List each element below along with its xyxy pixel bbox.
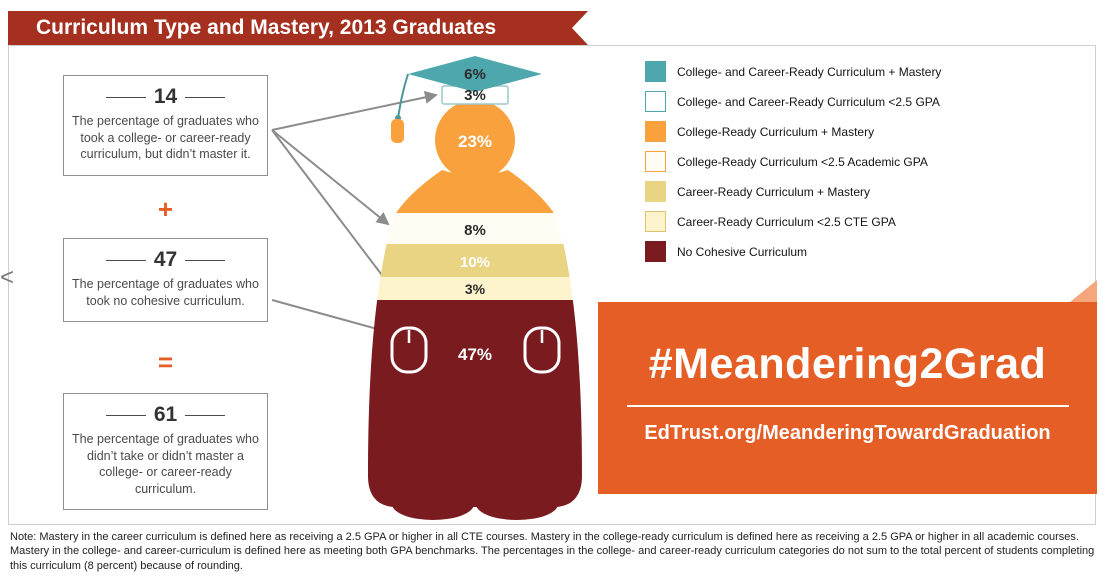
segment-label-college-band: 8% <box>464 222 486 239</box>
number-rule-right <box>185 414 226 416</box>
stat-number: 14 <box>153 85 178 108</box>
arrow-to-body <box>271 299 390 336</box>
segment-label-cap-band: 3% <box>464 87 486 104</box>
legend-label: College- and Career-Ready Curriculum + M… <box>677 64 942 79</box>
stat-box-not-mastered: 14 The percentage of graduates who took … <box>63 75 268 176</box>
page-title: Curriculum Type and Mastery, 2013 Gradua… <box>36 16 497 39</box>
legend-label: College-Ready Curriculum + Mastery <box>677 124 875 139</box>
number-rule-right <box>185 96 226 98</box>
promo-hashtag: #Meandering2Grad <box>648 340 1047 388</box>
tassel-cord <box>397 73 409 119</box>
legend-swatch-tan <box>645 181 666 202</box>
right-foot <box>476 488 558 520</box>
legend-item: College- and Career-Ready Curriculum <2.… <box>645 91 941 112</box>
number-rule-left <box>105 96 146 98</box>
equals-operator: = <box>157 347 174 377</box>
legend-label: Career-Ready Curriculum + Mastery <box>677 184 871 199</box>
stat-number: 47 <box>153 248 178 271</box>
segment-career-mastery <box>368 244 582 277</box>
segment-label-career-mastery: 10% <box>460 254 490 271</box>
stat-number-row: 47 <box>72 248 259 272</box>
plus-operator: + <box>157 194 174 224</box>
segment-labels: 6% 3% 23% 8% 10% 3% 47% <box>458 66 492 364</box>
stat-number: 61 <box>153 403 178 426</box>
legend-item: College- and Career-Ready Curriculum + M… <box>645 61 941 82</box>
segment-career-low-gpa <box>368 277 582 300</box>
carousel-prev-icon[interactable]: < <box>0 264 15 291</box>
title-ribbon: Curriculum Type and Mastery, 2013 Gradua… <box>8 11 588 45</box>
segment-label-career-band: 3% <box>465 281 486 297</box>
segment-no-cohesive <box>368 300 582 507</box>
mortarboard <box>408 56 542 92</box>
stat-description: The percentage of graduates who took no … <box>72 277 259 308</box>
arrow-to-cap-band <box>271 90 438 131</box>
legend-item: College-Ready Curriculum + Mastery <box>645 121 941 142</box>
segment-label-head: 23% <box>458 132 492 151</box>
arrow-to-college-band <box>271 129 390 226</box>
graduation-cap <box>391 56 542 143</box>
footnote: Note: Mastery in the career curriculum i… <box>10 531 1095 572</box>
legend-label: No Cohesive Curriculum <box>677 244 808 259</box>
promo-divider <box>626 405 1069 407</box>
stat-number-row: 61 <box>72 403 259 427</box>
stat-box-total: 61 The percentage of graduates who didn’… <box>63 393 268 510</box>
legend-swatch-orange <box>645 121 666 142</box>
left-foot <box>392 488 474 520</box>
arrow-to-career-band <box>271 129 396 293</box>
legend-swatch-white-orange-border <box>645 151 666 172</box>
callout-arrows <box>271 90 438 336</box>
tassel <box>391 119 404 143</box>
legend-swatch-white-teal-border <box>645 91 666 112</box>
legend-swatch-teal <box>645 61 666 82</box>
head <box>435 100 515 180</box>
legend-label: College-Ready Curriculum <2.5 Academic G… <box>677 154 928 169</box>
number-rule-right <box>185 259 226 261</box>
number-rule-left <box>105 414 146 416</box>
promo-url-link[interactable]: EdTrust.org/MeanderingTowardGraduation <box>644 422 1051 444</box>
number-rule-left <box>105 259 146 261</box>
hands <box>390 326 561 374</box>
segment-label-cap: 6% <box>464 66 486 83</box>
legend-item: Career-Ready Curriculum + Mastery <box>645 181 941 202</box>
legend-item: No Cohesive Curriculum <box>645 241 941 262</box>
right-hand <box>523 326 561 374</box>
legend-swatch-cream <box>645 211 666 232</box>
stat-number-row: 14 <box>72 85 259 109</box>
stat-description: The percentage of graduates who took a c… <box>72 114 259 161</box>
legend-swatch-maroon <box>645 241 666 262</box>
stat-description: The percentage of graduates who didn’t t… <box>72 432 259 496</box>
left-hand <box>390 326 428 374</box>
legend: College- and Career-Ready Curriculum + M… <box>645 61 941 262</box>
legend-label: Career-Ready Curriculum <2.5 CTE GPA <box>677 214 896 229</box>
legend-item: College-Ready Curriculum <2.5 Academic G… <box>645 151 941 172</box>
stat-box-no-cohesive: 47 The percentage of graduates who took … <box>63 238 268 322</box>
legend-item: Career-Ready Curriculum <2.5 CTE GPA <box>645 211 941 232</box>
promo-banner: #Meandering2Grad EdTrust.org/MeanderingT… <box>598 302 1097 494</box>
legend-label: College- and Career-Ready Curriculum <2.… <box>677 94 940 109</box>
graduate-figure-chart: 6% 3% 23% 8% 10% 3% 47% <box>271 56 582 520</box>
segment-college-low-gpa <box>368 213 582 244</box>
segment-label-body: 47% <box>458 345 492 364</box>
